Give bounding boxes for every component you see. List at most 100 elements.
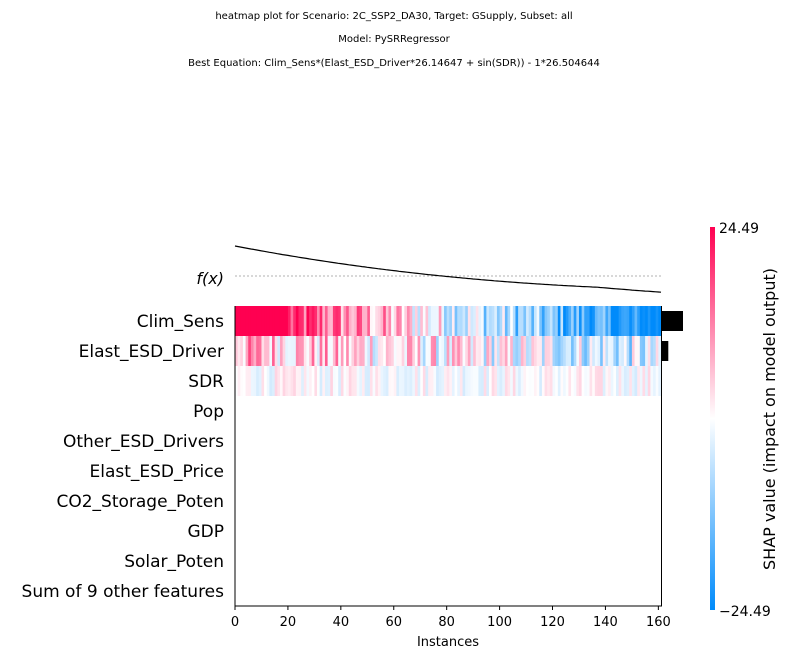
heatmap-cell — [645, 366, 649, 396]
heatmap-cell — [536, 366, 540, 396]
heatmap-cell — [356, 336, 360, 366]
heatmap-cell — [433, 336, 437, 366]
heatmap-cell — [655, 306, 659, 336]
heatmap-cell — [597, 336, 601, 366]
heatmap-cell — [420, 366, 424, 396]
heatmap-cell — [438, 366, 442, 396]
heatmap-cell — [346, 306, 350, 336]
heatmap-cell — [637, 366, 641, 396]
heatmap-cell — [462, 336, 466, 366]
heatmap-cell — [494, 336, 498, 366]
heatmap-cell — [573, 306, 577, 336]
heatmap-cell — [258, 366, 263, 396]
heatmap-cell — [314, 306, 318, 336]
heatmap-cell — [441, 366, 445, 396]
heatmap-cell — [637, 336, 641, 366]
heatmap-cell — [311, 336, 315, 366]
heatmap-cell — [433, 306, 437, 336]
heatmap-cell — [486, 366, 490, 396]
chart-title-line-2: Model: PySRRegressor — [338, 34, 450, 45]
heatmap-cell — [459, 366, 464, 396]
heatmap-cell — [520, 366, 525, 396]
heatmap-cell — [338, 336, 342, 366]
heatmap-cell — [317, 336, 321, 366]
heatmap-cell — [573, 366, 577, 396]
heatmap-cell — [377, 366, 382, 396]
heatmap-cell — [343, 366, 347, 396]
heatmap-cell — [481, 306, 485, 336]
heatmap-cell — [549, 366, 554, 396]
heatmap-cell — [454, 306, 458, 336]
heatmap-cell — [414, 336, 419, 366]
x-tick-label: 60 — [385, 615, 402, 630]
heatmap-cell — [478, 306, 482, 336]
heatmap-cell — [348, 336, 353, 366]
fx-trend-line — [234, 245, 662, 293]
heatmap-cell — [293, 366, 297, 396]
heatmap-cell — [563, 366, 567, 396]
heatmap-cell — [499, 306, 503, 336]
feature-label: Clim_Sens — [137, 312, 224, 332]
heatmap-cell — [557, 306, 562, 336]
heatmap-cell — [383, 306, 387, 336]
heatmap-cell — [438, 306, 442, 336]
heatmap-cell — [578, 366, 583, 396]
heatmap-cell — [269, 366, 273, 396]
heatmap-cell — [586, 306, 591, 336]
heatmap-cell — [584, 336, 588, 366]
heatmap-cell — [430, 366, 435, 396]
heatmap-cell — [235, 366, 239, 396]
heatmap-cell — [282, 366, 286, 396]
heatmap-cell — [375, 336, 379, 366]
heatmap-cell — [475, 336, 480, 366]
heatmap-cell — [269, 336, 273, 366]
heatmap-cell — [515, 366, 519, 396]
heatmap-cell — [369, 306, 374, 336]
heatmap-cell — [475, 306, 480, 336]
fx-label: f(x) — [196, 269, 224, 288]
heatmap-cell — [441, 306, 445, 336]
heatmap-cell — [290, 306, 294, 336]
heatmap-cell — [600, 306, 604, 336]
heatmap-cell — [367, 366, 371, 396]
heatmap-cell — [639, 306, 644, 336]
heatmap-cell — [552, 336, 556, 366]
heatmap-cell — [409, 366, 413, 396]
heatmap-cell — [314, 336, 318, 366]
heatmap-cell — [602, 306, 607, 336]
heatmap-cell — [235, 306, 239, 336]
heatmap-cell — [584, 366, 588, 396]
heatmap-cell — [528, 336, 532, 366]
heatmap-cell — [647, 366, 652, 396]
heatmap-cell — [290, 366, 294, 396]
heatmap-cell — [240, 306, 244, 336]
heatmap-cell — [650, 336, 654, 366]
heatmap-cell — [515, 336, 519, 366]
heatmap-cell — [420, 306, 424, 336]
heatmap-cell — [642, 366, 646, 396]
heatmap-cell — [616, 306, 620, 336]
heatmap-cell — [285, 306, 289, 336]
heatmap-cell — [555, 336, 559, 366]
heatmap-cell — [465, 306, 469, 336]
heatmap-cell — [451, 336, 456, 366]
heatmap-cell — [483, 366, 487, 396]
heatmap-cell — [568, 306, 572, 336]
heatmap-cell — [605, 306, 609, 336]
heatmap-cell — [317, 366, 321, 396]
heatmap-cell — [592, 306, 596, 336]
heatmap-cell — [623, 306, 628, 336]
heatmap-cell — [489, 336, 493, 366]
heatmap-cell — [499, 366, 503, 396]
heatmap-cell — [653, 366, 657, 396]
heatmap-cell — [555, 366, 559, 396]
heatmap-cell — [303, 366, 308, 396]
heatmap-cell — [481, 336, 485, 366]
heatmap-cell — [629, 366, 633, 396]
heatmap-cell — [359, 366, 363, 396]
heatmap-cell — [383, 336, 387, 366]
heatmap-cell — [380, 336, 384, 366]
heatmap-cell — [425, 306, 429, 336]
heatmap-cell — [417, 336, 421, 366]
